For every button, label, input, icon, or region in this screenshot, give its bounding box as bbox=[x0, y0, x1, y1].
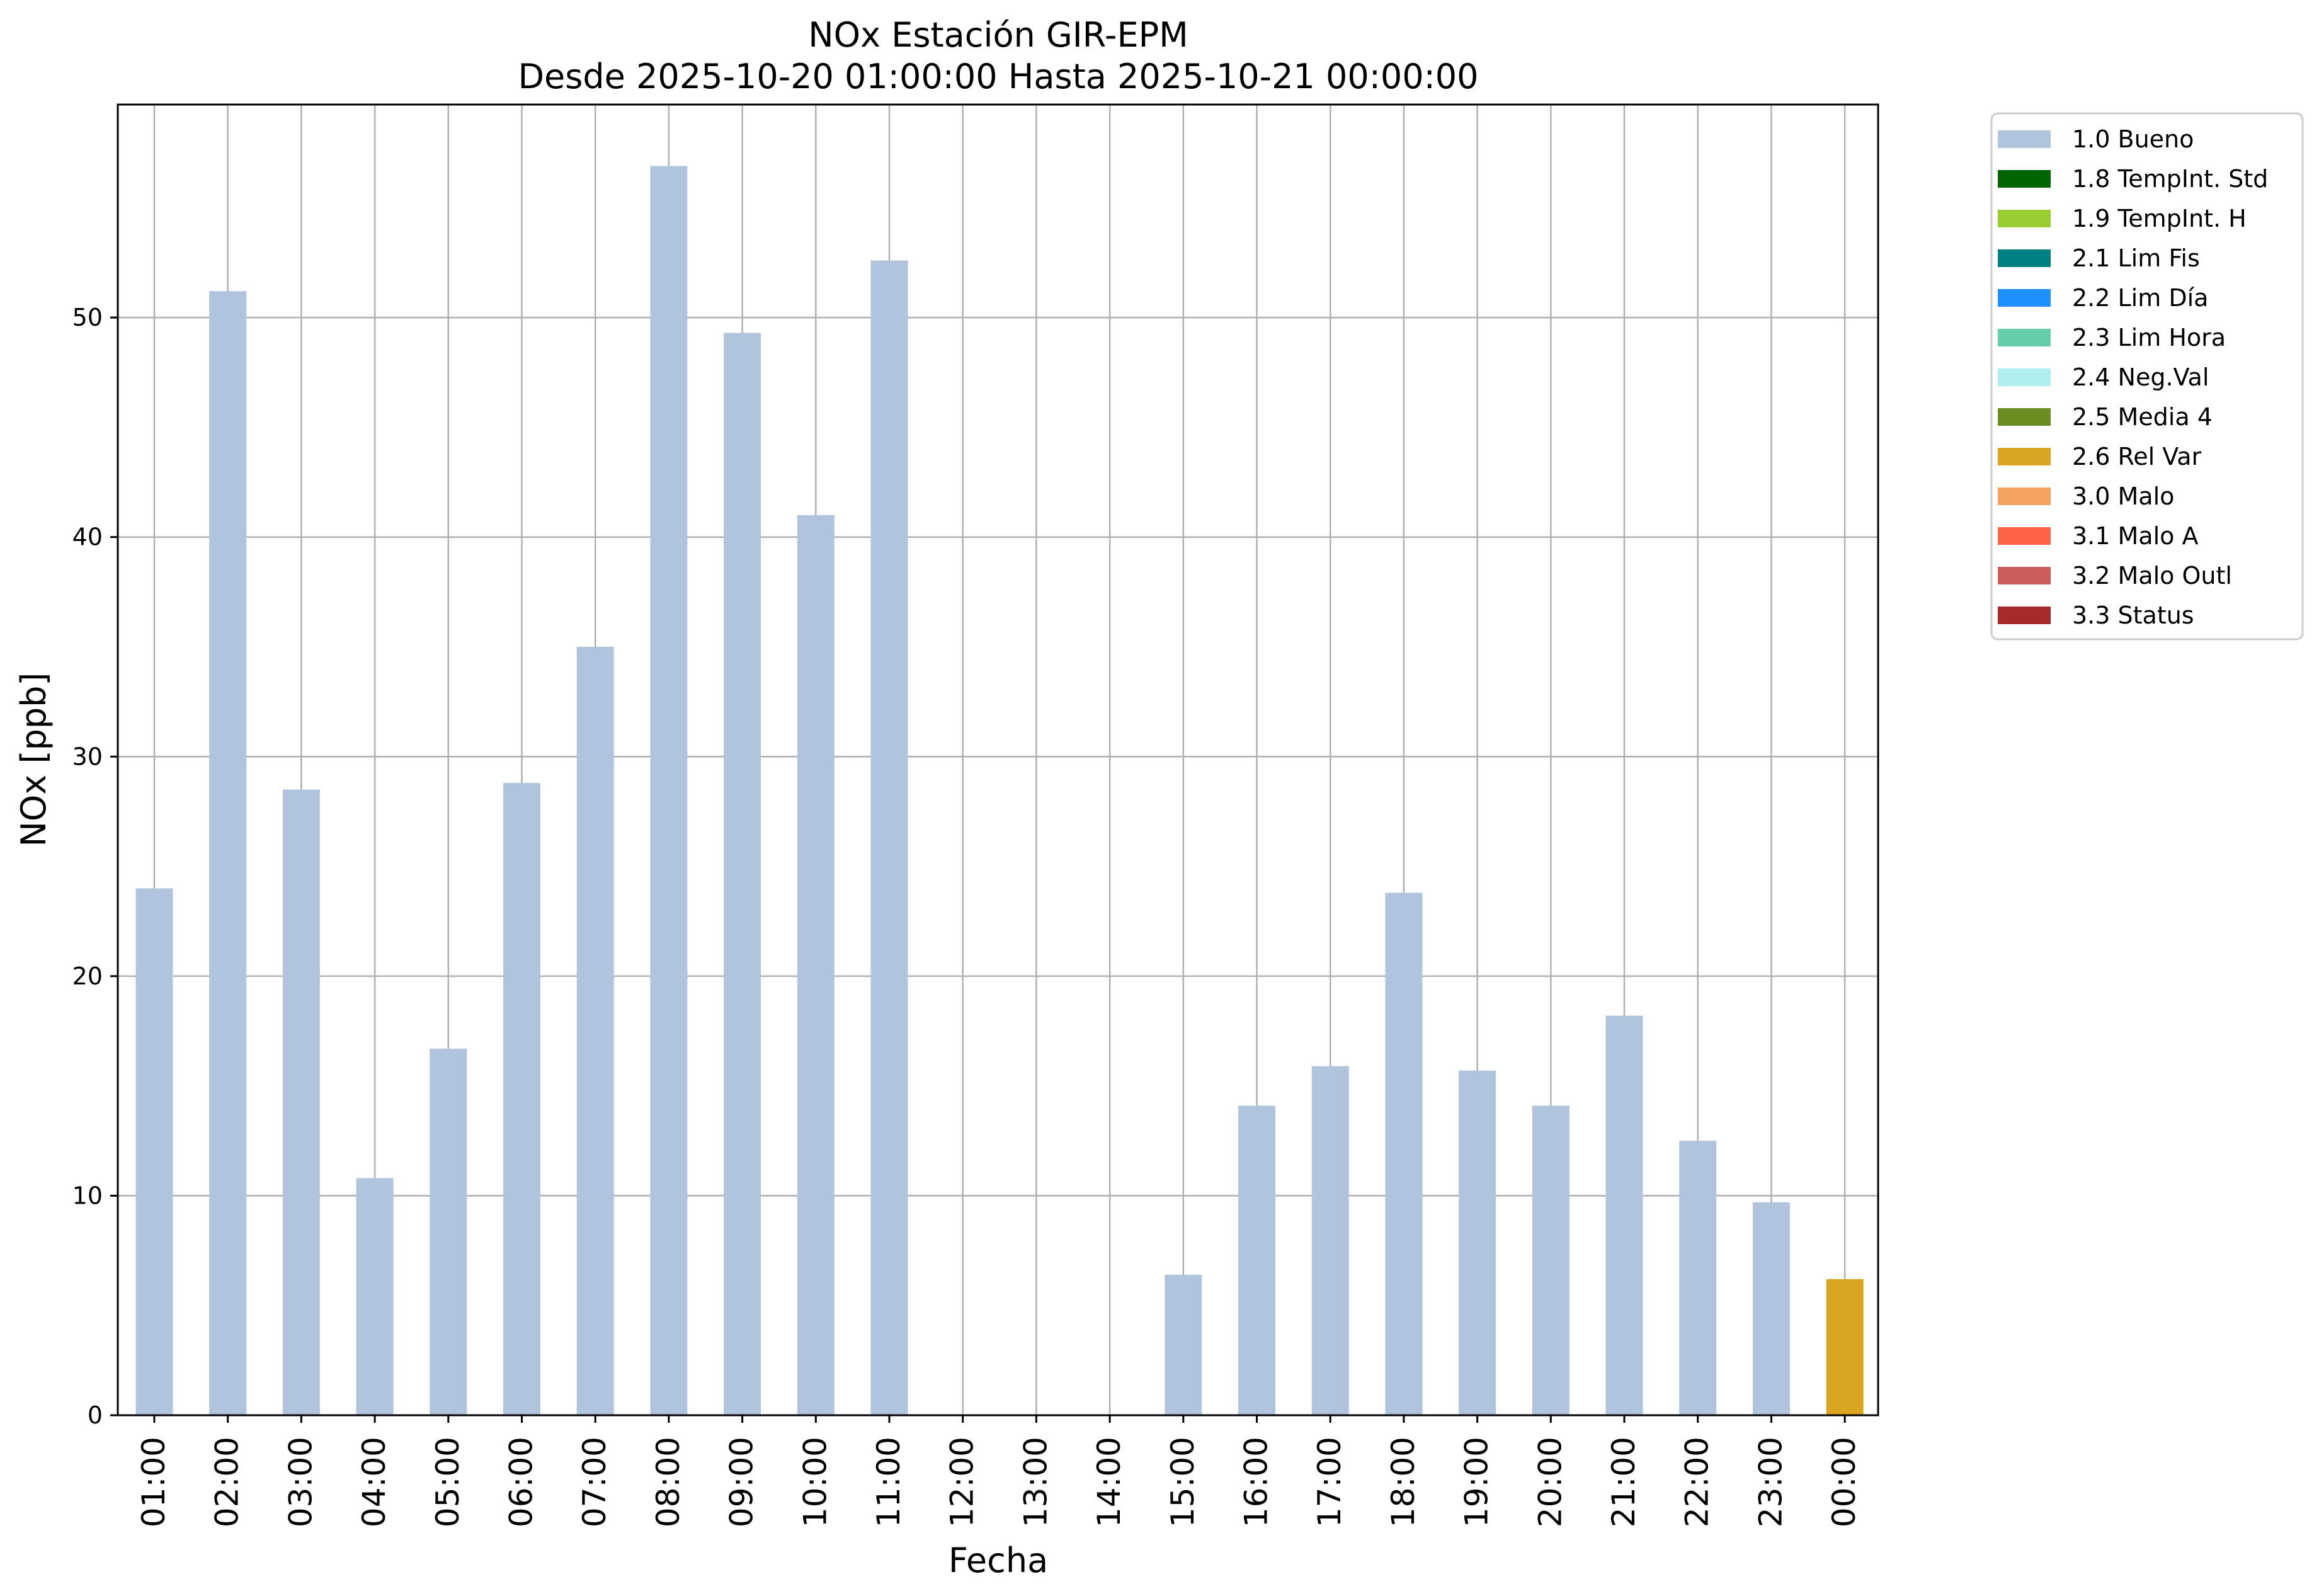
x-tick-label: 02:00 bbox=[209, 1437, 246, 1527]
legend-label: 2.5 Media 4 bbox=[2072, 403, 2213, 431]
y-tick-label: 20 bbox=[72, 962, 103, 990]
chart-subtitle: Desde 2025-10-20 01:00:00 Hasta 2025-10-… bbox=[518, 57, 1478, 96]
x-tick-label: 12:00 bbox=[944, 1437, 981, 1527]
legend-label: 2.2 Lim Día bbox=[2072, 284, 2208, 312]
x-tick-label: 10:00 bbox=[797, 1437, 833, 1527]
x-tick-label: 03:00 bbox=[282, 1437, 319, 1527]
x-tick-label: 18:00 bbox=[1385, 1437, 1422, 1527]
bar-1800 bbox=[1385, 892, 1423, 1415]
bar-0900 bbox=[724, 333, 761, 1415]
x-tick-label: 01:00 bbox=[135, 1437, 172, 1527]
chart-title: NOx Estación GIR-EPM bbox=[808, 15, 1188, 55]
bar-0200 bbox=[209, 291, 247, 1415]
y-tick-label: 50 bbox=[72, 304, 103, 331]
legend-label: 3.0 Malo bbox=[2072, 482, 2174, 510]
x-tick-label: 07:00 bbox=[576, 1437, 613, 1527]
legend-label: 2.4 Neg.Val bbox=[2072, 363, 2209, 391]
bar-0000 bbox=[1826, 1279, 1864, 1415]
bar-0700 bbox=[576, 646, 614, 1415]
y-tick-label: 0 bbox=[88, 1401, 103, 1429]
legend-label: 2.6 Rel Var bbox=[2072, 443, 2202, 470]
bar-0800 bbox=[650, 166, 688, 1416]
legend-label: 3.1 Malo A bbox=[2072, 522, 2198, 550]
legend: 1.0 Bueno 1.8 TempInt. Std 1.9 TempInt. H 2… bbox=[1990, 112, 2304, 641]
x-tick-label: 19:00 bbox=[1459, 1437, 1495, 1527]
bar-1500 bbox=[1165, 1274, 1202, 1415]
bar-2200 bbox=[1679, 1141, 1717, 1415]
y-tick-label: 10 bbox=[72, 1182, 103, 1209]
x-tick-label: 20:00 bbox=[1532, 1437, 1568, 1527]
bar-1000 bbox=[797, 515, 835, 1415]
y-tick-label: 30 bbox=[72, 743, 103, 770]
x-axis-ticks: 01:00 02:00 03:00 04:00 05:00 06:00 07:00 08:00… bbox=[135, 1415, 1862, 1527]
y-tick-label: 40 bbox=[72, 523, 103, 551]
legend-label: 3.2 Malo Outl bbox=[2072, 562, 2232, 590]
legend-swatch bbox=[1998, 567, 2051, 584]
legend-swatch bbox=[1998, 329, 2051, 346]
bar-0100 bbox=[135, 888, 173, 1415]
legend-label: 3.3 Status bbox=[2072, 601, 2194, 629]
legend-label: 1.0 Bueno bbox=[2072, 125, 2194, 153]
legend-label: 1.9 TempInt. H bbox=[2072, 205, 2247, 232]
x-tick-label: 16:00 bbox=[1238, 1437, 1275, 1527]
bar-0400 bbox=[356, 1178, 394, 1415]
x-tick-label: 15:00 bbox=[1165, 1437, 1201, 1527]
bar-1600 bbox=[1238, 1105, 1275, 1415]
x-tick-label: 04:00 bbox=[356, 1437, 392, 1527]
bar-1100 bbox=[870, 260, 908, 1415]
bar-2300 bbox=[1752, 1202, 1790, 1415]
x-axis-label: Fecha bbox=[949, 1541, 1048, 1580]
legend-swatch bbox=[1998, 448, 2051, 465]
x-tick-label: 17:00 bbox=[1311, 1437, 1348, 1527]
legend-swatch bbox=[1998, 487, 2051, 505]
y-axis-label: NOx [ppb] bbox=[14, 673, 54, 847]
y-axis-ticks: 0 10 20 30 40 50 bbox=[72, 304, 118, 1429]
x-tick-label: 21:00 bbox=[1605, 1437, 1642, 1527]
x-tick-label: 00:00 bbox=[1826, 1437, 1862, 1527]
x-tick-label: 08:00 bbox=[650, 1437, 687, 1527]
legend-swatch bbox=[1998, 527, 2051, 545]
plot-area-frame bbox=[117, 103, 1879, 1416]
x-tick-label: 09:00 bbox=[724, 1437, 760, 1527]
bar-2100 bbox=[1605, 1015, 1643, 1415]
x-tick-label: 14:00 bbox=[1091, 1437, 1127, 1527]
bar-0600 bbox=[503, 783, 540, 1415]
bar-1700 bbox=[1311, 1066, 1349, 1415]
x-tick-label: 22:00 bbox=[1679, 1437, 1716, 1527]
legend-swatch bbox=[1998, 249, 2051, 267]
bars bbox=[135, 166, 1864, 1416]
legend-swatch bbox=[1998, 130, 2051, 148]
legend-swatch bbox=[1998, 408, 2051, 426]
x-tick-label: 06:00 bbox=[503, 1437, 540, 1527]
legend-label: 2.1 Lim Fis bbox=[2072, 244, 2200, 272]
x-tick-label: 13:00 bbox=[1017, 1437, 1054, 1527]
legend-swatch bbox=[1998, 607, 2051, 624]
bar-2000 bbox=[1532, 1105, 1570, 1415]
bar-0300 bbox=[282, 789, 320, 1415]
legend-swatch bbox=[1998, 368, 2051, 386]
legend-swatch bbox=[1998, 170, 2051, 188]
x-tick-label: 23:00 bbox=[1752, 1437, 1789, 1527]
legend-label: 2.3 Lim Hora bbox=[2072, 324, 2226, 351]
legend-label: 1.8 TempInt. Std bbox=[2072, 165, 2268, 193]
legend-swatch bbox=[1998, 210, 2051, 227]
bar-1900 bbox=[1459, 1070, 1496, 1415]
bar-0500 bbox=[430, 1048, 467, 1415]
x-tick-label: 05:00 bbox=[430, 1437, 466, 1527]
x-tick-label: 11:00 bbox=[870, 1437, 907, 1527]
legend-swatch bbox=[1998, 289, 2051, 307]
legend-frame bbox=[1990, 112, 2304, 641]
